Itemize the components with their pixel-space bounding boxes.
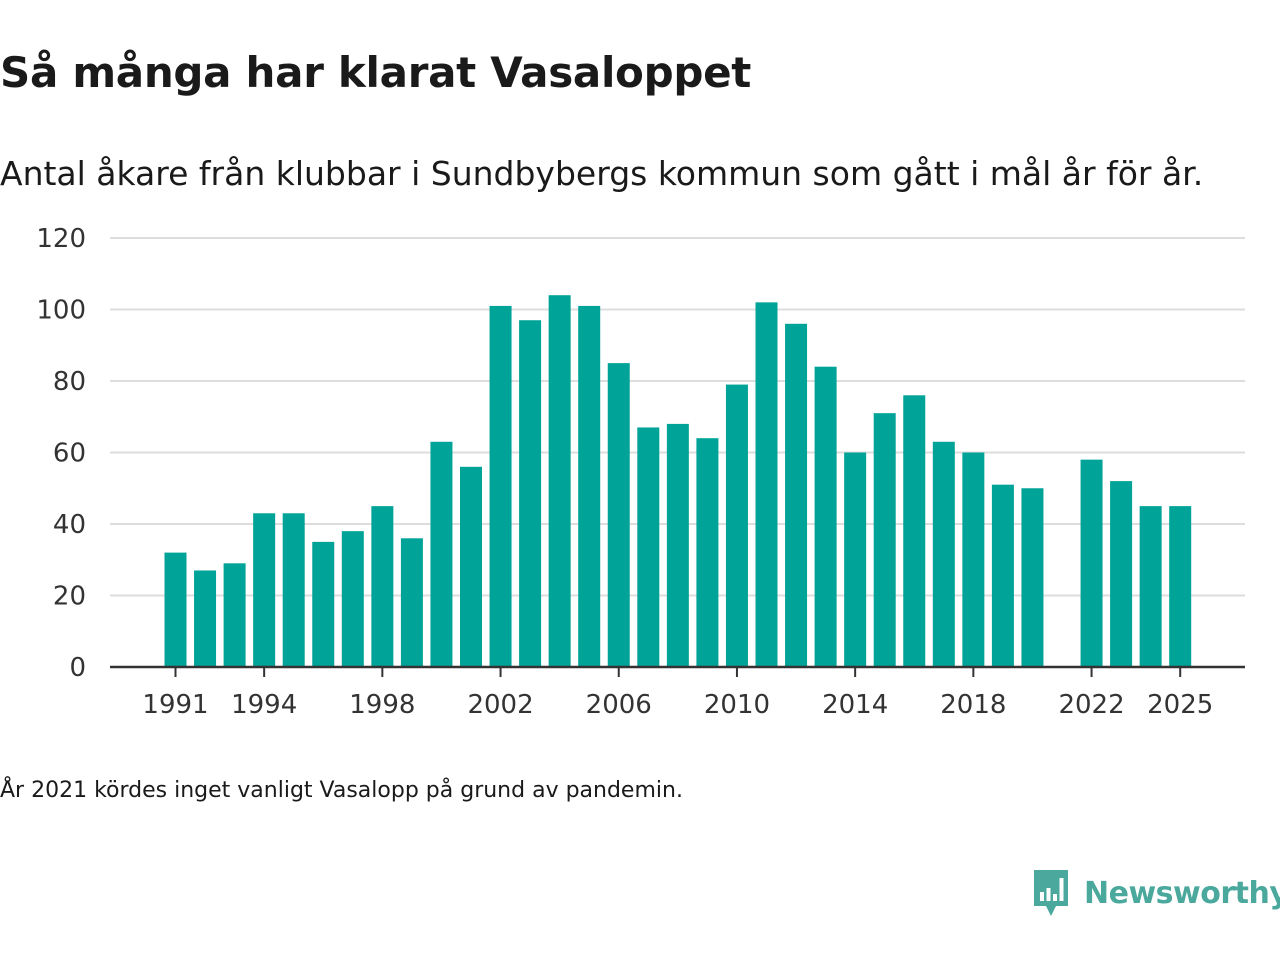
bar-1998 <box>371 506 394 667</box>
bar-2024 <box>1139 506 1162 667</box>
y-axis-ticks: 0 20 40 60 80 100 120 <box>36 224 86 683</box>
bar-2012 <box>785 323 808 667</box>
bar-1996 <box>312 541 335 667</box>
x-tick-label: 1991 <box>142 690 208 720</box>
bar-2011 <box>755 302 778 667</box>
bar-2003 <box>519 320 542 667</box>
bar-2020 <box>1021 488 1044 667</box>
bar-1992 <box>194 570 217 667</box>
bar-2023 <box>1110 481 1133 667</box>
bar-1993 <box>223 563 246 667</box>
x-tick-label: 2018 <box>940 690 1006 720</box>
x-tick-label: 2002 <box>467 690 533 720</box>
bar-2000 <box>430 441 453 667</box>
chart-title: Så många har klarat Vasaloppet <box>0 48 752 97</box>
bar-1991 <box>164 552 187 667</box>
bar-2018 <box>962 452 985 667</box>
x-tick-label: 1998 <box>349 690 415 720</box>
bar-2006 <box>607 363 630 667</box>
y-tick-label: 40 <box>53 510 86 540</box>
bar-2014 <box>844 452 867 667</box>
bar-2009 <box>696 438 719 667</box>
x-tick-label: 1994 <box>231 690 297 720</box>
bars <box>164 295 1192 667</box>
x-tick-label: 2025 <box>1147 690 1213 720</box>
y-tick-label: 0 <box>69 653 86 683</box>
brand-name: Newsworthy <box>1084 875 1280 911</box>
chart-subtitle: Antal åkare från klubbar i Sundbybergs k… <box>0 154 1204 193</box>
y-tick-label: 100 <box>36 296 86 326</box>
bar-2022 <box>1080 459 1103 667</box>
bar-2001 <box>460 466 482 667</box>
bar-2007 <box>637 427 660 667</box>
newsworthy-logo: Newsworthy <box>1032 868 1280 918</box>
bar-2008 <box>666 423 689 667</box>
bar-1994 <box>253 513 276 667</box>
y-tick-label: 20 <box>53 582 86 612</box>
x-tick-label: 2010 <box>704 690 770 720</box>
x-tick-label: 2014 <box>822 690 888 720</box>
footnote: År 2021 kördes inget vanligt Vasalopp på… <box>0 778 683 803</box>
bar-2025 <box>1169 506 1192 667</box>
bar-2005 <box>578 305 601 667</box>
bar-2004 <box>548 295 571 667</box>
bar-2010 <box>725 384 748 667</box>
bar-2015 <box>873 413 896 667</box>
bar-2016 <box>903 395 926 667</box>
bar-2019 <box>991 484 1014 667</box>
bar-2002 <box>489 305 512 667</box>
bar-1999 <box>400 538 423 667</box>
x-tick-label: 2022 <box>1058 690 1124 720</box>
x-tick-label: 2006 <box>586 690 652 720</box>
y-tick-label: 80 <box>53 367 86 397</box>
newsworthy-logo-icon <box>1034 870 1068 916</box>
bar-1995 <box>282 513 305 667</box>
x-axis: 1991 1994 1998 2002 2006 2010 2014 2018 2022 2025 <box>110 665 1245 720</box>
bar-2013 <box>814 366 837 667</box>
bar-1997 <box>341 531 364 667</box>
bar-2017 <box>932 441 955 667</box>
y-tick-label: 120 <box>36 224 86 254</box>
y-tick-label: 60 <box>53 439 86 469</box>
